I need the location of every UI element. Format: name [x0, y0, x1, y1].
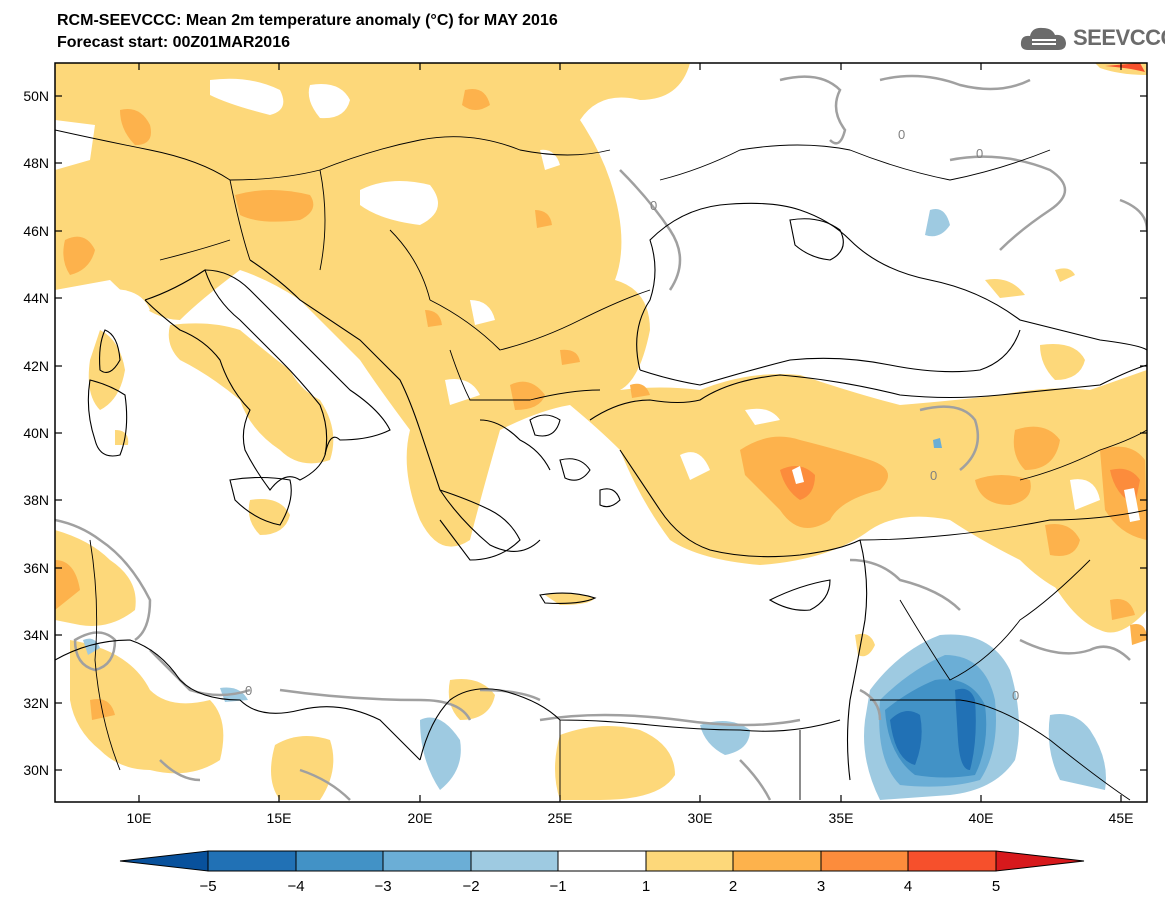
contour-label: 0 [976, 146, 983, 161]
colorbar-arrow-low [119, 850, 209, 872]
lon-label: 20E [408, 810, 433, 826]
colorbar-bin [907, 850, 997, 872]
lat-ticks [55, 95, 1147, 771]
lon-label: 30E [688, 810, 713, 826]
colorbar-bin [557, 850, 647, 872]
colorbar-tick: 3 [817, 878, 825, 895]
contour-label: 0 [898, 127, 905, 142]
lat-label: 34N [23, 627, 49, 643]
lon-label: 15E [267, 810, 292, 826]
lat-labels: 50N 48N 46N 44N 42N 40N 38N 36N 34N 32N … [23, 88, 49, 778]
lat-label: 38N [23, 492, 49, 508]
coastlines [55, 202, 1147, 781]
map-title: RCM-SEEVCCC: Mean 2m temperature anomaly… [57, 12, 558, 29]
lat-label: 36N [23, 560, 49, 576]
zero-contour-labels: 0 0 0 0 0 0 [245, 127, 1019, 703]
lat-label: 40N [23, 425, 49, 441]
colorbar-tick: 4 [904, 878, 912, 895]
lon-label: 35E [829, 810, 854, 826]
lon-label: 25E [548, 810, 573, 826]
colorbar-bin [820, 850, 909, 872]
contour-label: 0 [650, 198, 657, 213]
lat-label: 48N [23, 155, 49, 171]
zero-contours [55, 74, 1147, 801]
forecast-start-label: Forecast start: 00Z01MAR2016 [57, 34, 290, 51]
lat-label: 42N [23, 358, 49, 374]
colorbar-labels: −5 −4 −3 −2 −1 1 2 3 4 5 [199, 878, 1000, 895]
lon-labels: 10E 15E 20E 25E 30E 35E 40E 45E [127, 810, 1134, 826]
colorbar-bin [207, 850, 297, 872]
anomaly-white-holes [55, 78, 1100, 510]
cloud-icon [1020, 27, 1066, 50]
lon-label: 40E [969, 810, 994, 826]
lat-label: 44N [23, 290, 49, 306]
colorbar-tick: −1 [549, 878, 566, 895]
colorbar-tick: −4 [287, 878, 304, 895]
anomaly-neg-4-5-fill [890, 688, 976, 770]
anomaly-4-5-fill [1105, 63, 1145, 72]
anomaly-fields: 0 0 0 0 0 0 [55, 63, 1147, 802]
anomaly-white-specks [792, 466, 1140, 522]
contour-label: 0 [1012, 688, 1019, 703]
colorbar-tick: −3 [374, 878, 391, 895]
logo-text: SEEVCCC [1073, 25, 1165, 50]
colorbar-arrow-high [995, 850, 1085, 872]
colorbar-tick: 2 [729, 878, 737, 895]
lat-label: 30N [23, 762, 49, 778]
colorbar-tick: −5 [199, 878, 216, 895]
colorbar-tick: 5 [992, 878, 1000, 895]
colorbar-bin [295, 850, 384, 872]
contour-label: 0 [930, 468, 937, 483]
lon-ticks [138, 63, 1122, 802]
lat-label: 46N [23, 223, 49, 239]
colorbar-tick: −2 [462, 878, 479, 895]
colorbar-bin [732, 850, 822, 872]
lon-label: 10E [127, 810, 152, 826]
colorbar-bin [470, 850, 559, 872]
lat-label: 32N [23, 695, 49, 711]
lat-label: 50N [23, 88, 49, 104]
country-borders [55, 129, 1147, 801]
colorbar-bin [382, 850, 472, 872]
lon-label: 45E [1109, 810, 1134, 826]
colorbar-bin [645, 850, 734, 872]
colorbar [119, 850, 1085, 872]
seevccc-logo: SEEVCCC [1018, 22, 1165, 56]
contour-label: 0 [245, 683, 252, 698]
colorbar-tick: 1 [642, 878, 650, 895]
